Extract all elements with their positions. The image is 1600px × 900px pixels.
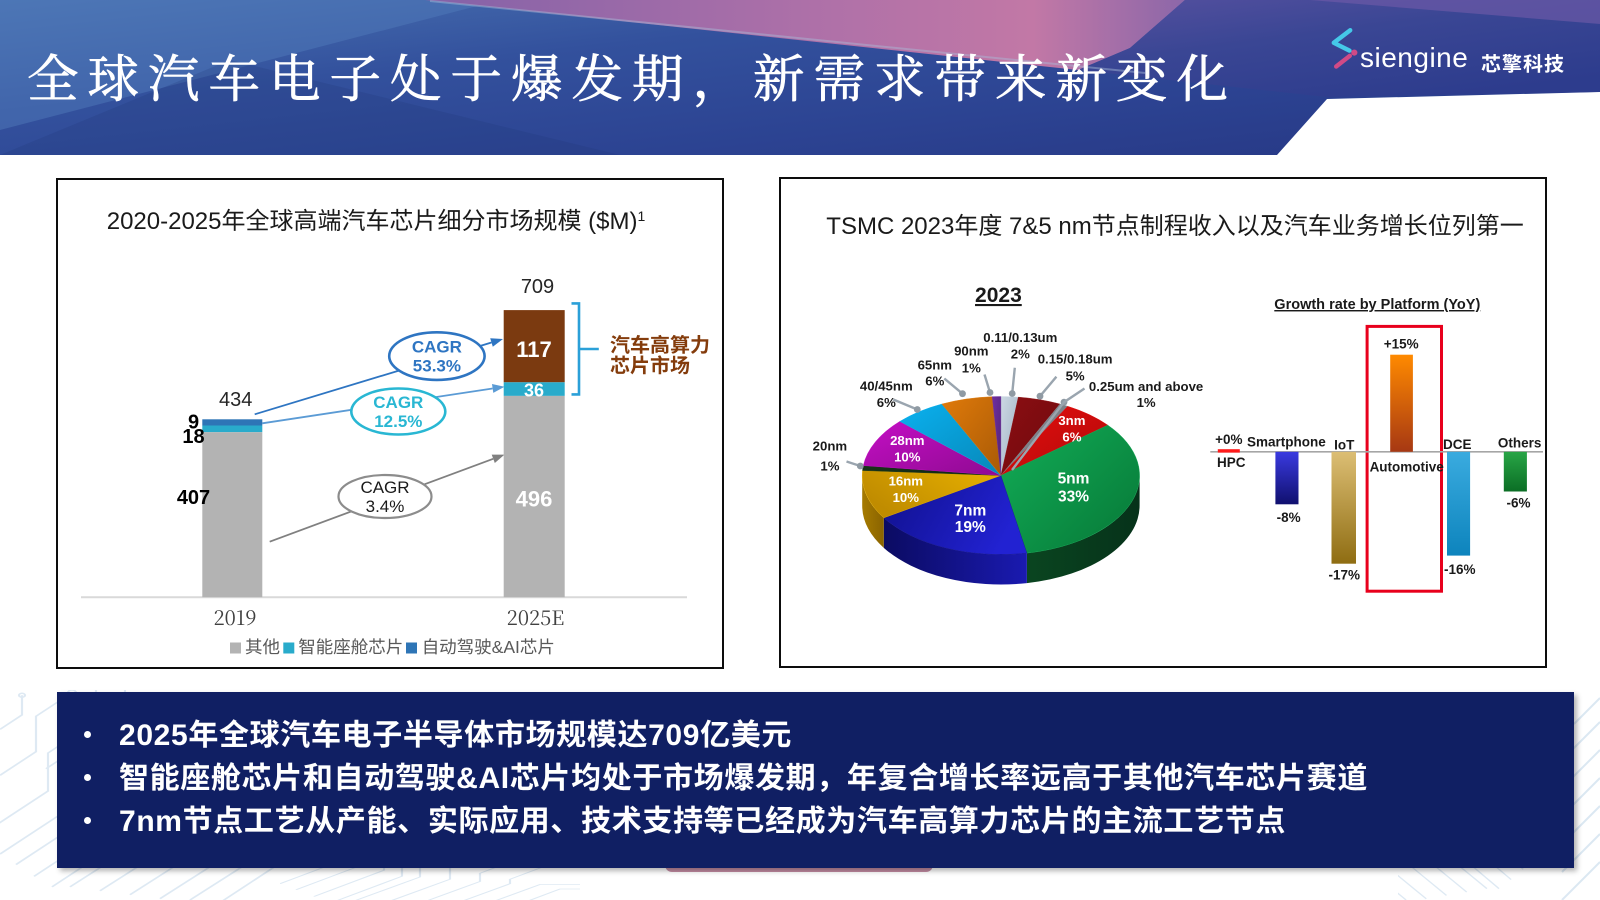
svg-text:IoT: IoT — [1334, 437, 1355, 452]
svg-text:434: 434 — [219, 389, 252, 411]
svg-text:TSMC 2023年度 7&5 nm节点制程收入以及汽车业务: TSMC 2023年度 7&5 nm节点制程收入以及汽车业务增长位列第一 — [826, 213, 1523, 240]
svg-text:5nm: 5nm — [1057, 470, 1089, 487]
svg-text:CAGR: CAGR — [373, 393, 423, 412]
svg-text:40/45nm: 40/45nm — [860, 378, 913, 393]
svg-text:+15%: +15% — [1383, 336, 1418, 351]
svg-text:3nm: 3nm — [1058, 413, 1085, 428]
svg-text:496: 496 — [516, 486, 553, 511]
svg-text:10%: 10% — [892, 490, 919, 505]
svg-text:12.5%: 12.5% — [374, 412, 422, 431]
svg-text:DCE: DCE — [1443, 436, 1472, 451]
svg-text:90nm: 90nm — [954, 343, 988, 358]
svg-text:65nm: 65nm — [917, 357, 951, 372]
svg-text:其他: 其他 — [245, 637, 280, 657]
svg-text:2020-2025年全球高端汽车芯片细分市场规模 ($M)1: 2020-2025年全球高端汽车芯片细分市场规模 ($M)1 — [107, 208, 646, 235]
svg-text:20nm: 20nm — [812, 438, 846, 453]
svg-text:+0%: +0% — [1215, 432, 1242, 447]
svg-text:3.4%: 3.4% — [366, 497, 405, 516]
svg-text:16nm: 16nm — [888, 473, 922, 488]
svg-text:-8%: -8% — [1276, 510, 1300, 525]
svg-text:18: 18 — [182, 426, 204, 448]
svg-text:36: 36 — [524, 380, 544, 400]
svg-text:10%: 10% — [894, 449, 921, 464]
svg-text:Smartphone: Smartphone — [1247, 434, 1326, 449]
svg-text:Growth rate by Platform (YoY): Growth rate by Platform (YoY) — [1274, 297, 1480, 313]
svg-text:28nm: 28nm — [890, 433, 924, 448]
svg-text:7nm: 7nm — [954, 502, 986, 519]
svg-text:芯片市场: 芯片市场 — [610, 354, 690, 377]
svg-text:0.15/0.18um: 0.15/0.18um — [1037, 351, 1112, 366]
svg-text:709: 709 — [521, 276, 554, 298]
svg-text:53.3%: 53.3% — [413, 356, 461, 375]
svg-text:2%: 2% — [1010, 346, 1029, 361]
svg-text:HPC: HPC — [1217, 455, 1246, 470]
svg-text:1%: 1% — [1136, 395, 1155, 410]
svg-text:CAGR: CAGR — [360, 478, 409, 497]
svg-text:2019: 2019 — [214, 602, 257, 631]
svg-text:1%: 1% — [961, 360, 980, 375]
svg-text:6%: 6% — [876, 395, 895, 410]
svg-text:2023: 2023 — [975, 284, 1022, 307]
svg-text:117: 117 — [516, 337, 552, 362]
svg-text:2025E: 2025E — [507, 602, 565, 631]
svg-text:6%: 6% — [925, 373, 944, 388]
svg-text:9: 9 — [188, 411, 199, 433]
svg-text:33%: 33% — [1058, 488, 1089, 505]
svg-text:自动驾驶&AI芯片: 自动驾驶&AI芯片 — [422, 637, 555, 657]
svg-text:-6%: -6% — [1506, 495, 1530, 510]
svg-text:-16%: -16% — [1444, 562, 1476, 577]
svg-text:Others: Others — [1498, 435, 1542, 450]
svg-text:智能座舱芯片: 智能座舱芯片 — [298, 637, 403, 657]
svg-text:1%: 1% — [820, 458, 839, 473]
svg-text:Automotive: Automotive — [1369, 459, 1444, 474]
svg-text:汽车高算力: 汽车高算力 — [610, 334, 710, 357]
svg-text:19%: 19% — [954, 519, 985, 536]
svg-text:5%: 5% — [1065, 368, 1084, 383]
svg-text:0.25um and above: 0.25um and above — [1089, 379, 1203, 394]
svg-text:6%: 6% — [1062, 429, 1081, 444]
svg-text:0.11/0.13um: 0.11/0.13um — [983, 330, 1057, 345]
svg-text:CAGR: CAGR — [412, 337, 462, 356]
svg-text:-17%: -17% — [1328, 567, 1360, 582]
svg-text:407: 407 — [177, 487, 210, 509]
